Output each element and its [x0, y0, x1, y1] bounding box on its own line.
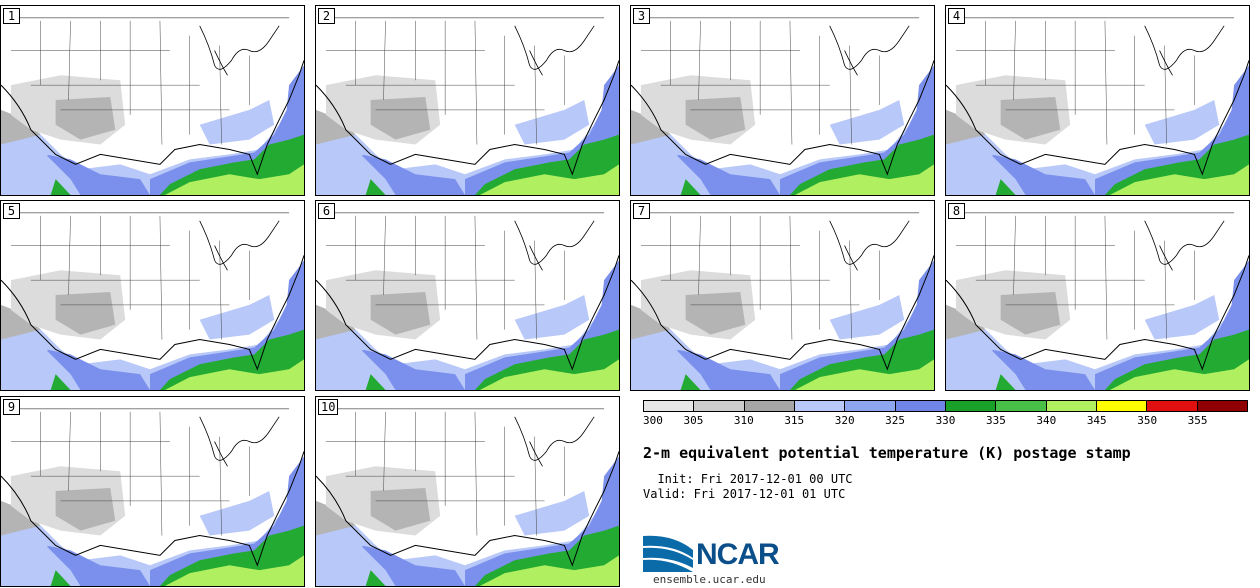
- colorbar-tick-label: 315: [784, 414, 805, 427]
- colorbar-swatch: [1147, 401, 1198, 411]
- colorbar-swatch: [694, 401, 745, 411]
- panel-label: 4: [948, 8, 965, 24]
- ncar-logo-icon: [643, 535, 693, 572]
- colorbar-swatch: [895, 401, 946, 411]
- panel-label: 8: [948, 203, 965, 219]
- map-panel: 6: [315, 200, 620, 391]
- panel-label: 7: [633, 203, 650, 219]
- colorbar-swatch: [945, 401, 997, 411]
- init-time: Init: Fri 2017-12-01 00 UTC: [643, 472, 853, 486]
- colorbar-tick-label: 305: [683, 414, 704, 427]
- colorbar-swatch: [644, 401, 695, 411]
- map-panel: 5: [0, 200, 305, 391]
- panel-label: 2: [318, 8, 335, 24]
- colorbar-tick-label: 355: [1187, 414, 1208, 427]
- ensemble-url[interactable]: ensemble.ucar.edu: [653, 573, 766, 586]
- map-panel: 2: [315, 5, 620, 196]
- panel-label: 9: [3, 399, 20, 415]
- colorbar-swatch: [1197, 401, 1247, 411]
- ncar-logo-text: NCAR: [696, 538, 780, 571]
- colorbar-tick-label: 325: [885, 414, 906, 427]
- map-panel: 8: [945, 200, 1250, 391]
- colorbar-tick-label: 310: [733, 414, 754, 427]
- colorbar-tick-label: 340: [1036, 414, 1057, 427]
- colorbar-tick-label: 300: [643, 414, 663, 427]
- panel-label: 3: [633, 8, 650, 24]
- panel-label: 10: [318, 399, 339, 415]
- map-panel: 4: [945, 5, 1250, 196]
- colorbar-swatch: [845, 401, 896, 411]
- colorbar-swatch: [996, 401, 1047, 411]
- plot-title: 2-m equivalent potential temperature (K)…: [643, 444, 1131, 462]
- colorbar-tick-label: 320: [834, 414, 855, 427]
- map-panel: 9: [0, 396, 305, 587]
- colorbar-swatch: [1046, 401, 1097, 411]
- map-panel: 10: [315, 396, 620, 587]
- colorbar-tick-label: 345: [1086, 414, 1107, 427]
- panel-label: 6: [318, 203, 335, 219]
- colorbar-swatch: [744, 401, 795, 411]
- panel-label: 1: [3, 8, 20, 24]
- colorbar: [643, 400, 1248, 412]
- colorbar-tick-label: 330: [935, 414, 956, 427]
- colorbar-swatch: [794, 401, 846, 411]
- map-panel: 7: [630, 200, 935, 391]
- colorbar-tick-label: 335: [985, 414, 1006, 427]
- map-panel: 1: [0, 5, 305, 196]
- colorbar-swatch: [1096, 401, 1148, 411]
- colorbar-ticks: 300 305 310 315 320 325 330 335 340 345 350 355: [643, 414, 1248, 430]
- map-panel: 3: [630, 5, 935, 196]
- valid-time: Valid: Fri 2017-12-01 01 UTC: [643, 487, 846, 501]
- colorbar-tick-label: 350: [1137, 414, 1158, 427]
- panel-label: 5: [3, 203, 20, 219]
